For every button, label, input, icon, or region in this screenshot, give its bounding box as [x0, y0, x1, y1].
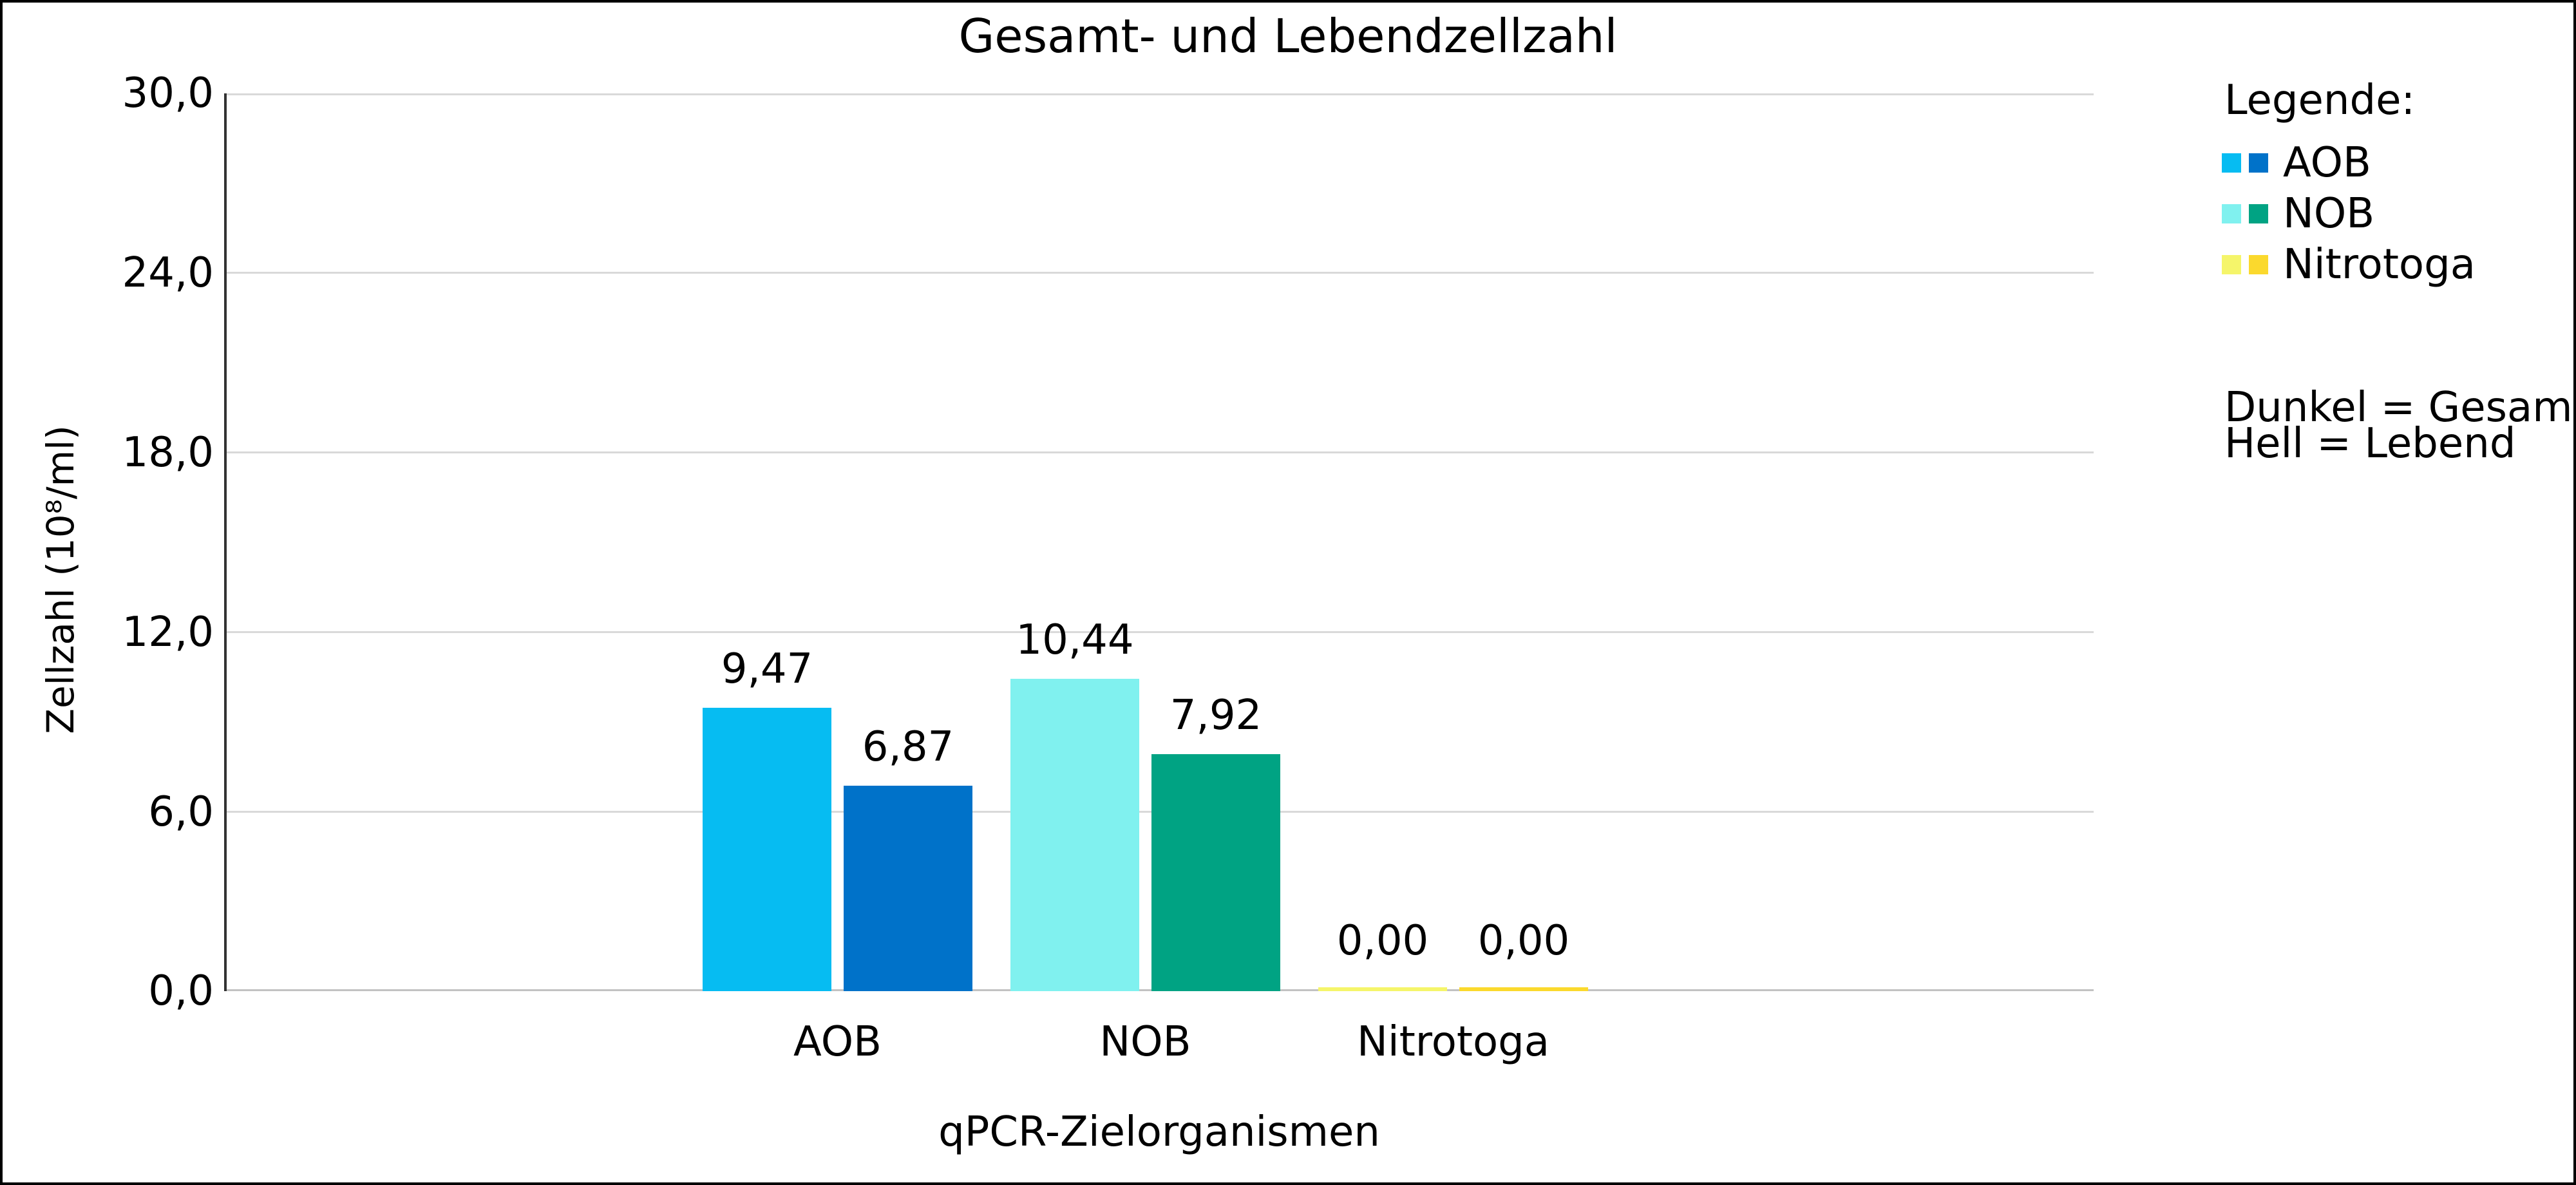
legend-item-label: AOB [2283, 139, 2371, 187]
legend-note-hell: Hell = Lebend [2224, 420, 2516, 468]
bar-value-label: 0,00 [1336, 917, 1429, 965]
bar [844, 786, 972, 991]
legend-item-label: NOB [2283, 190, 2375, 238]
bar [1318, 987, 1447, 991]
legend-item: NOB [2222, 193, 2374, 234]
x-axis-title: qPCR-Zielorganismen [938, 1108, 1380, 1156]
chart-title: Gesamt- und Lebendzellzahl [958, 9, 1618, 63]
gridline [225, 272, 2094, 274]
bar [703, 708, 831, 991]
bar-value-label: 6,87 [862, 723, 954, 771]
ytick-label: 24,0 [122, 249, 214, 297]
gridline [225, 451, 2094, 453]
bar-value-label: 0,00 [1477, 917, 1570, 965]
legend-note-dunkel: Dunkel = Gesamt [2224, 384, 2576, 431]
ytick-label: 0,0 [148, 967, 214, 1015]
ytick-label: 30,0 [122, 70, 214, 117]
legend-item: Nitrotoga [2222, 244, 2476, 285]
x-category-label: NOB [1099, 1018, 1191, 1066]
plot-area: 9,47 6,87 10,44 7,92 0,00 0,00 [225, 93, 2094, 991]
legend-item: AOB [2222, 142, 2371, 184]
bar-value-label: 10,44 [1016, 616, 1134, 664]
legend-heading: Legende: [2224, 77, 2416, 124]
y-axis-line [224, 93, 227, 991]
legend-swatch-hell [2222, 153, 2241, 173]
gridline [225, 93, 2094, 95]
bar [1459, 987, 1588, 991]
ytick-label: 12,0 [122, 609, 214, 656]
legend-item-label: Nitrotoga [2283, 241, 2476, 289]
legend-swatch-hell [2222, 255, 2241, 274]
x-category-label: AOB [793, 1018, 882, 1066]
bar-value-label: 7,92 [1170, 692, 1262, 739]
bar [1010, 679, 1139, 991]
legend-swatch-hell [2222, 204, 2241, 223]
bar [1151, 754, 1280, 991]
bar-value-label: 9,47 [721, 645, 813, 693]
legend-swatch-dunkel [2249, 204, 2268, 223]
gridline [225, 631, 2094, 633]
x-category-label: Nitrotoga [1357, 1018, 1549, 1066]
legend-swatch-dunkel [2249, 153, 2268, 173]
ytick-label: 6,0 [148, 788, 214, 836]
ytick-label: 18,0 [122, 429, 214, 477]
legend-swatch-dunkel [2249, 255, 2268, 274]
y-axis-title: Zellzahl (10⁸/ml) [39, 425, 82, 734]
